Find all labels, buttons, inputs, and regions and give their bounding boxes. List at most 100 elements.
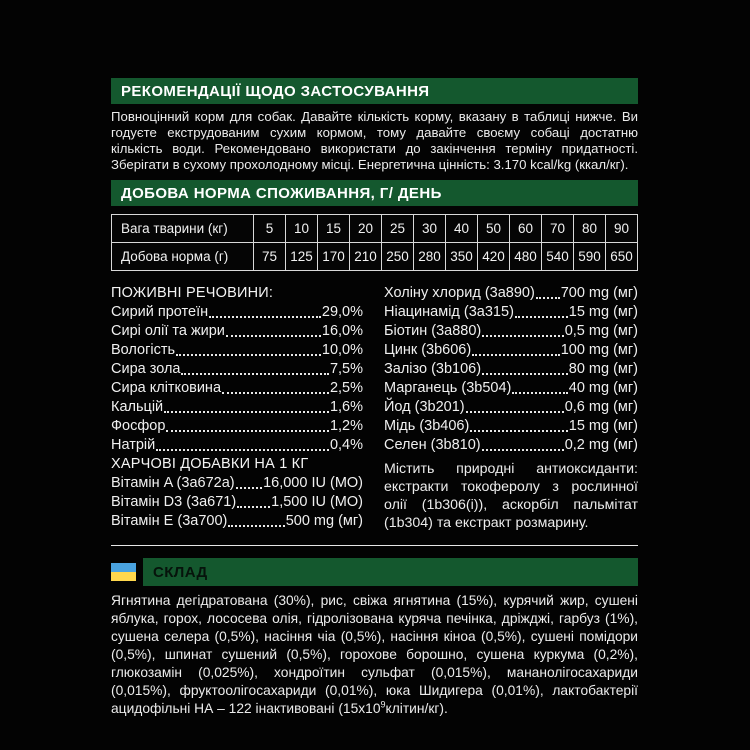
mineral-label: Цинк (3b606) — [384, 342, 472, 358]
weight-cell: 90 — [606, 215, 637, 242]
nutrient-value: 7,5% — [329, 361, 363, 377]
norm-cell: 420 — [478, 243, 509, 270]
dot-leader — [156, 449, 329, 451]
nutrient-row: Сирий протеїн 29,0% — [111, 303, 363, 322]
nutrient-label: Сира зола — [111, 361, 181, 377]
table-row-label-weight: Вага тварини (кг) — [112, 215, 253, 242]
mineral-value: 80 mg (мг) — [568, 361, 638, 377]
label-content: РЕКОМЕНДАЦІЇ ЩОДО ЗАСТОСУВАННЯ Повноцінн… — [111, 78, 638, 718]
dot-leader — [512, 392, 568, 394]
dot-leader — [482, 373, 568, 375]
composition-text: Ягнятина дегідратована (30%), рис, свіжа… — [111, 592, 638, 718]
minerals-column: Холіну хлорид (3a890) 700 mg (мг) Ніацина… — [384, 284, 638, 532]
daily-norm-header-bar: ДОБОВА НОРМА СПОЖИВАННЯ, Г/ ДЕНЬ — [111, 180, 638, 206]
mineral-value: 0,6 mg (мг) — [564, 399, 638, 415]
vitamin-value: 1,500 IU (МО) — [271, 494, 363, 510]
nutrient-row: Фосфор 1,2% — [111, 417, 363, 436]
norm-cell: 125 — [286, 243, 317, 270]
mineral-label: Біотин (3a880) — [384, 323, 482, 339]
mineral-value: 700 mg (мг) — [560, 285, 638, 301]
ukraine-flag-icon — [111, 563, 136, 581]
composition-title: СКЛАД — [153, 563, 208, 581]
vitamin-row: Вітамін A (3a672a) 16,000 IU (МО) — [111, 474, 363, 493]
mineral-row: Селен (3b810) 0,2 mg (мг) — [384, 436, 638, 455]
weight-cell: 40 — [446, 215, 477, 242]
nutrient-value: 1,6% — [329, 399, 363, 415]
additives-title: ХАРЧОВІ ДОБАВКИ НА 1 КГ — [111, 456, 309, 472]
nutrient-label: Натрій — [111, 437, 156, 453]
norm-cell: 170 — [318, 243, 349, 270]
weight-cell: 60 — [510, 215, 541, 242]
composition-text-main: Ягнятина дегідратована (30%), рис, свіжа… — [111, 593, 638, 716]
norm-cell: 280 — [414, 243, 445, 270]
dot-leader — [176, 354, 321, 356]
nutrient-row: Сирі олії та жири 16,0% — [111, 322, 363, 341]
nutrient-value: 16,0% — [321, 323, 363, 339]
mineral-label: Ніацинамід (3a315) — [384, 304, 514, 320]
vitamin-value: 16,000 IU (МО) — [263, 475, 363, 491]
weight-cell: 50 — [478, 215, 509, 242]
mineral-value: 15 mg (мг) — [568, 304, 638, 320]
dot-leader — [209, 316, 321, 318]
dot-leader — [472, 354, 560, 356]
weight-cell: 70 — [542, 215, 573, 242]
mineral-row: Мідь (3b406) 15 mg (мг) — [384, 417, 638, 436]
dot-leader — [465, 411, 564, 413]
feeding-table: Вага тварини (кг) 5 10 15 20 25 30 40 50… — [111, 214, 638, 271]
daily-norm-title: ДОБОВА НОРМА СПОЖИВАННЯ, Г/ ДЕНЬ — [121, 184, 442, 202]
flag-yellow-stripe — [111, 572, 136, 581]
vitamin-label: Вітамін A (3a672a) — [111, 475, 235, 491]
norm-cell: 250 — [382, 243, 413, 270]
nutrient-label: Фосфор — [111, 418, 166, 434]
weight-cell: 80 — [574, 215, 605, 242]
nutrient-label: Сира клітковина — [111, 380, 222, 396]
weight-cell: 20 — [350, 215, 381, 242]
nutrient-row: Сира клітковина 2,5% — [111, 379, 363, 398]
mineral-label: Залізо (3b106) — [384, 361, 482, 377]
dot-leader — [235, 487, 263, 489]
norm-cell: 650 — [606, 243, 637, 270]
nutrient-label: Сирий протеїн — [111, 304, 209, 320]
mineral-row: Йод (3b201) 0,6 mg (мг) — [384, 398, 638, 417]
nutrient-value: 10,0% — [321, 342, 363, 358]
nutrients-column: ПОЖИВНІ РЕЧОВИНИ: Сирий протеїн 29,0% Сир… — [111, 284, 363, 532]
norm-cell: 210 — [350, 243, 381, 270]
mineral-label: Селен (3b810) — [384, 437, 481, 453]
dot-leader — [181, 373, 329, 375]
mineral-value: 0,5 mg (мг) — [564, 323, 638, 339]
dot-leader — [481, 449, 564, 451]
mineral-label: Холіну хлорид (3a890) — [384, 285, 535, 301]
dot-leader — [166, 430, 329, 432]
mineral-row: Ніацинамід (3a315) 15 mg (мг) — [384, 303, 638, 322]
composition-header: СКЛАД — [111, 558, 638, 586]
nutrient-value: 29,0% — [321, 304, 363, 320]
dot-leader — [225, 335, 321, 337]
norm-cell: 540 — [542, 243, 573, 270]
dot-leader — [164, 411, 329, 413]
mineral-value: 0,2 mg (мг) — [564, 437, 638, 453]
norm-cell: 75 — [254, 243, 285, 270]
dot-leader — [514, 316, 568, 318]
weight-cell: 30 — [414, 215, 445, 242]
dot-leader — [222, 392, 329, 394]
nutrient-label: Сирі олії та жири — [111, 323, 225, 339]
norm-cell: 350 — [446, 243, 477, 270]
mineral-row: Холіну хлорид (3a890) 700 mg (мг) — [384, 284, 638, 303]
mineral-row: Марганець (3b504) 40 mg (мг) — [384, 379, 638, 398]
recommendations-text: Повноцінний корм для собак. Давайте кіль… — [111, 109, 638, 172]
mineral-row: Цинк (3b606) 100 mg (мг) — [384, 341, 638, 360]
nutrient-row: Кальцій 1,6% — [111, 398, 363, 417]
recommendations-header-bar: РЕКОМЕНДАЦІЇ ЩОДО ЗАСТОСУВАННЯ — [111, 78, 638, 104]
dot-leader — [228, 525, 285, 527]
nutrient-row: Вологість 10,0% — [111, 341, 363, 360]
mineral-value: 100 mg (мг) — [560, 342, 638, 358]
nutrients-title: ПОЖИВНІ РЕЧОВИНИ: — [111, 285, 274, 301]
mineral-value: 15 mg (мг) — [568, 418, 638, 434]
nutrient-row: Сира зола 7,5% — [111, 360, 363, 379]
vitamin-value: 500 mg (мг) — [285, 513, 363, 529]
nutrient-value: 2,5% — [329, 380, 363, 396]
recommendations-title: РЕКОМЕНДАЦІЇ ЩОДО ЗАСТОСУВАННЯ — [121, 82, 430, 100]
mineral-label: Марганець (3b504) — [384, 380, 512, 396]
mineral-row: Залізо (3b106) 80 mg (мг) — [384, 360, 638, 379]
section-divider — [111, 545, 638, 546]
